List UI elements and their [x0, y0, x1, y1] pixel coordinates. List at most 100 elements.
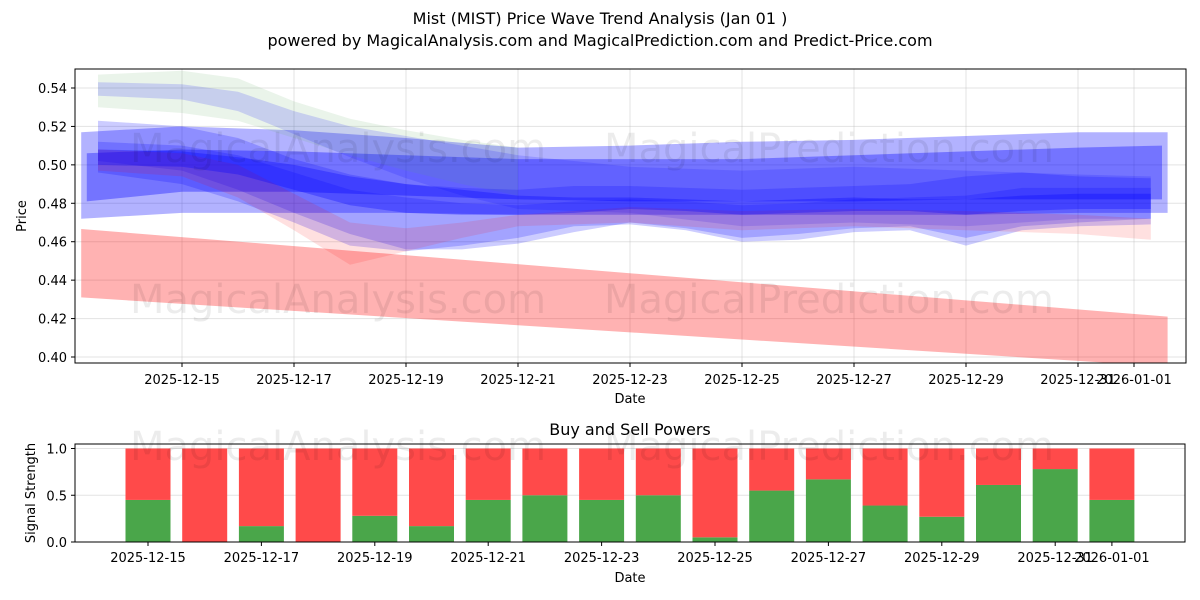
- bar-2025-12-24: [635, 448, 681, 542]
- x-tick-label: 2025-12-19: [368, 373, 444, 388]
- buy-sell-title: Buy and Sell Powers: [549, 420, 711, 439]
- x-tick-label: 2025-12-15: [110, 551, 186, 566]
- y-tick-label: 0.46: [38, 236, 67, 251]
- main-x-axis-label: Date: [614, 392, 645, 407]
- bar-2025-12-23: [579, 448, 625, 542]
- x-tick-label: 2025-12-23: [564, 551, 640, 566]
- x-tick-label: 2025-12-29: [928, 373, 1004, 388]
- y-tick-label: 0.40: [38, 351, 67, 366]
- bar-2025-12-25: [692, 448, 738, 542]
- bar-2025-12-21: [465, 448, 511, 542]
- bar-2025-12-19: [352, 448, 398, 542]
- sell-bar: [862, 448, 908, 506]
- watermark-bottom-right: MagicalPrediction.com: [604, 424, 1054, 470]
- sell-bar: [919, 448, 965, 517]
- sell-bar: [295, 448, 341, 542]
- main-x-axis: 2025-12-15 2025-12-17 2025-12-19 2025-12-21…: [144, 363, 1172, 388]
- x-tick-label: 2025-12-25: [704, 373, 780, 388]
- red-trend-band: [81, 229, 1168, 363]
- y-tick-label: 0.0: [46, 536, 67, 551]
- bar-2025-12-31: [1032, 448, 1078, 542]
- buy-bar: [125, 499, 171, 542]
- y-tick-label: 0.5: [46, 489, 67, 504]
- x-tick-label: 2025-12-31: [1040, 373, 1116, 388]
- buy-bar: [862, 505, 908, 542]
- x-tick-label: 2025-12-29: [904, 551, 980, 566]
- buy-bar: [635, 495, 681, 542]
- sell-bar: [1089, 448, 1135, 500]
- bar-2025-12-30: [976, 448, 1021, 542]
- y-tick-label: 0.48: [38, 197, 67, 212]
- sell-bar: [805, 448, 851, 480]
- sub-y-axis-label: Signal Strength: [24, 443, 39, 543]
- buy-bar: [409, 526, 454, 542]
- x-tick-label: 2025-12-17: [256, 373, 332, 388]
- sub-x-axis: 2025-12-15 2025-12-17 2025-12-19 2025-12-21…: [110, 542, 1150, 566]
- buy-bar: [692, 537, 738, 542]
- sub-y-axis: 0.0 0.5 1.0: [46, 443, 75, 551]
- x-tick-label: 2025-12-25: [677, 551, 753, 566]
- y-tick-label: 1.0: [46, 443, 67, 458]
- buy-bar: [1089, 499, 1135, 542]
- buy-bar: [749, 490, 795, 542]
- mid-blue-band: [86, 145, 1162, 202]
- x-tick-label: 2025-12-21: [450, 551, 526, 566]
- x-tick-label: 2025-12-27: [791, 551, 867, 566]
- chart-title: Mist (MIST) Price Wave Trend Analysis (J…: [412, 9, 788, 28]
- x-tick-label: 2026-01-01: [1096, 373, 1172, 388]
- buy-bar: [579, 499, 625, 542]
- main-y-axis: 0.40 0.42 0.44 0.46 0.48 0.50 0.52 0.54: [38, 82, 75, 366]
- main-gridlines: [75, 69, 1186, 363]
- sell-bar: [692, 448, 738, 538]
- chart-subtitle: powered by MagicalAnalysis.com and Magic…: [267, 31, 933, 50]
- y-tick-label: 0.54: [38, 82, 67, 97]
- watermark-top-right: MagicalPrediction.com: [604, 126, 1054, 172]
- main-y-axis-label: Price: [15, 200, 30, 232]
- buy-bar: [465, 499, 511, 542]
- bar-2025-12-22: [522, 448, 568, 542]
- bar-2025-12-18: [295, 448, 341, 542]
- buy-bar: [805, 479, 851, 542]
- x-tick-label: 2025-12-17: [224, 551, 300, 566]
- bar-2025-12-15: [125, 448, 171, 542]
- buy-bar: [352, 515, 398, 542]
- x-tick-label: 2025-12-15: [144, 373, 220, 388]
- bar-2025-12-16: [182, 448, 228, 542]
- sell-bar: [409, 448, 454, 527]
- y-tick-label: 0.42: [38, 313, 67, 328]
- buy-bar: [919, 516, 965, 542]
- y-tick-label: 0.50: [38, 159, 67, 174]
- sell-bar: [465, 448, 511, 500]
- x-tick-label: 2025-12-23: [592, 373, 668, 388]
- sell-bar: [125, 448, 171, 500]
- diag-blue-band-2: [98, 141, 1151, 252]
- bar-2025-12-27: [805, 448, 851, 542]
- bar-2025-12-17: [238, 448, 284, 542]
- sub-plot-frame: [74, 443, 1186, 543]
- sell-bar: [522, 448, 568, 496]
- top-blue-band-1: [98, 82, 1151, 227]
- watermark-bottom-left: MagicalAnalysis.com: [130, 424, 546, 470]
- bar-2025-12-28: [862, 448, 908, 542]
- bar-2025-12-20: [409, 448, 454, 542]
- sell-bar: [182, 448, 228, 542]
- sell-bar: [976, 448, 1021, 485]
- price-wave-chart: MagicalAnalysis.com MagicalPrediction.co…: [15, 68, 1187, 407]
- bar-2025-12-26: [749, 448, 795, 542]
- sell-bar: [635, 448, 681, 496]
- sell-bar: [579, 448, 625, 500]
- y-tick-label: 0.52: [38, 120, 67, 135]
- red-wave-band: [98, 149, 1151, 265]
- watermark-top-left: MagicalAnalysis.com: [130, 126, 546, 172]
- bar-2026-01-01: [1089, 448, 1135, 542]
- buy-bar: [522, 495, 568, 542]
- y-tick-label: 0.44: [38, 274, 67, 289]
- top-green-band: [98, 70, 518, 196]
- sell-bar: [238, 448, 284, 527]
- x-tick-label: 2025-12-27: [816, 373, 892, 388]
- sub-x-axis-label: Date: [614, 571, 645, 586]
- price-bands: [81, 70, 1168, 363]
- buy-bar: [238, 526, 284, 542]
- x-tick-label: 2025-12-19: [337, 551, 413, 566]
